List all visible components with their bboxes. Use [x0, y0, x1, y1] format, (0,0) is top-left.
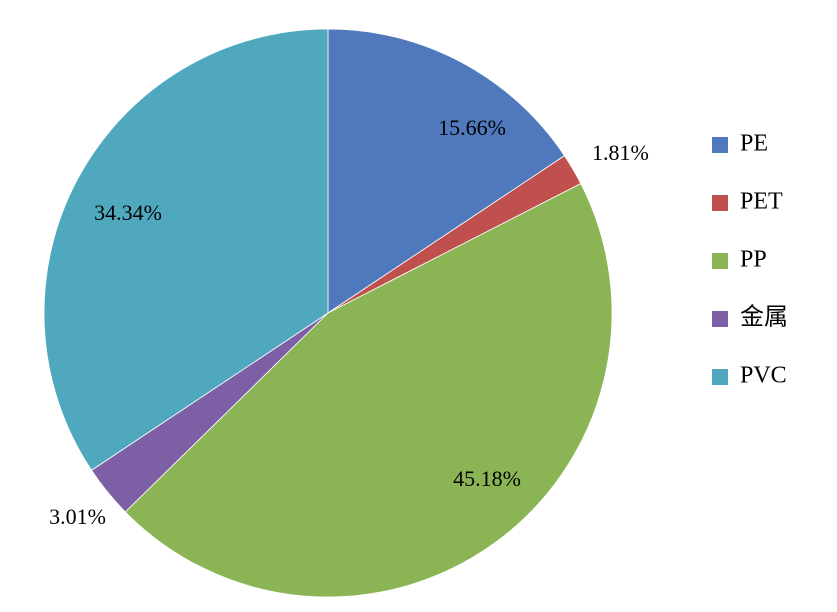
legend-label-pp: PP [740, 247, 767, 273]
legend: PE PET PP 金属 PVC [712, 131, 788, 389]
legend-swatch-金属 [712, 311, 728, 327]
legend-label-pe: PE [740, 131, 768, 157]
pie-data-labels: 15.66% 1.81% 45.18% 3.01% 34.34% [49, 115, 649, 529]
data-label-pvc: 34.34% [94, 200, 162, 225]
legend-swatch-pe [712, 137, 728, 153]
pie-slice-pp [124, 183, 613, 598]
data-label-pp: 45.18% [453, 466, 521, 491]
legend-label-金属: 金属 [740, 304, 788, 331]
data-label-金属: 3.01% [49, 504, 106, 529]
pie-slice-pe [327, 28, 566, 314]
data-label-pe: 15.66% [438, 115, 506, 140]
legend-label-pet: PET [740, 189, 783, 215]
legend-swatch-pp [712, 253, 728, 269]
data-label-pet: 1.81% [592, 140, 649, 165]
pie-slices [43, 28, 613, 598]
legend-label-pvc: PVC [740, 363, 787, 389]
pie-slice-pvc [43, 28, 329, 471]
legend-swatch-pet [712, 195, 728, 211]
legend-swatch-pvc [712, 369, 728, 385]
